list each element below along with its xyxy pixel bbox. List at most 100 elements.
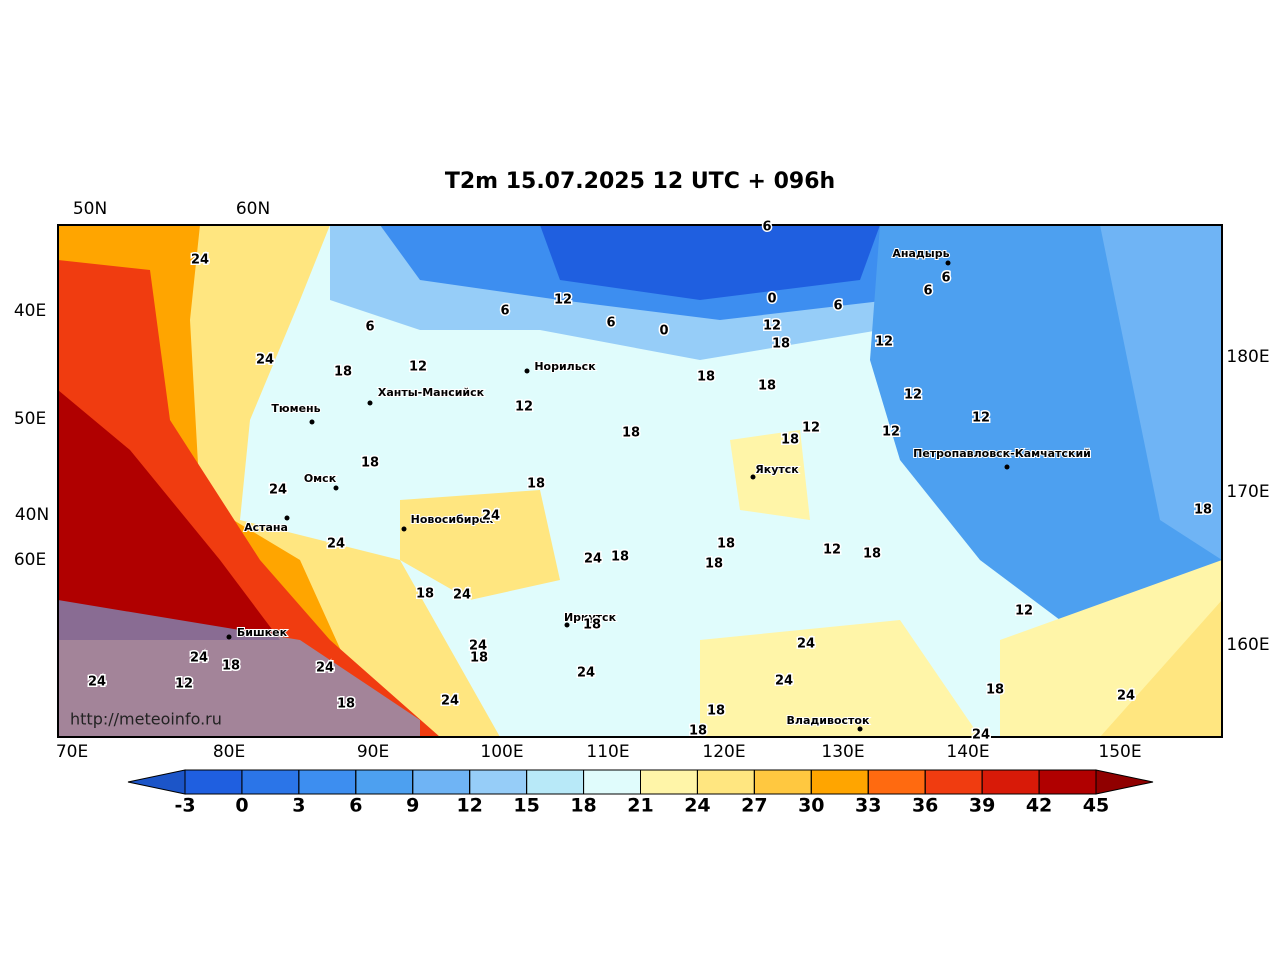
city-label: Тюмень: [271, 402, 320, 415]
contour-label: 12: [554, 293, 572, 308]
contour-label: 24: [327, 537, 345, 552]
colorbar-swatch: [696, 769, 755, 795]
contour-label: 18: [222, 659, 240, 674]
contour-label: 24: [797, 637, 815, 652]
city-dot: [333, 485, 339, 491]
colorbar-swatch: [981, 769, 1040, 795]
city-label: Омск: [304, 472, 337, 485]
colorbar-swatch: [753, 769, 812, 795]
lon-label: 180E: [1226, 347, 1269, 367]
contour-label: 24: [191, 253, 209, 268]
contour-label: 6: [923, 284, 932, 299]
contour-label: 24: [256, 353, 274, 368]
contour-label: 18: [717, 537, 735, 552]
lon-label: 40N: [15, 505, 49, 525]
contour-label: 18: [527, 477, 545, 492]
colorbar-swatch: [241, 769, 300, 795]
colorbar-swatch: [526, 769, 585, 795]
contour-label: 24: [316, 661, 334, 676]
colorbar-swatch: [810, 769, 869, 795]
lon-label: 80E: [213, 742, 245, 762]
colorbar-label: 27: [741, 795, 767, 817]
city-label: Новосибирск: [411, 513, 494, 526]
colorbar-label: 12: [456, 795, 482, 817]
colorbar-label: 30: [798, 795, 824, 817]
lon-label: 70E: [56, 742, 88, 762]
colorbar-label: 3: [292, 795, 305, 817]
colorbar-swatch: [1038, 769, 1097, 795]
contour-label: 18: [781, 433, 799, 448]
colorbar-swatch: [469, 769, 528, 795]
city-dot: [945, 260, 951, 266]
lat-label: 60N: [236, 199, 270, 219]
contour-label: 24: [190, 651, 208, 666]
city-dot: [284, 515, 290, 521]
contour-label: 18: [863, 547, 881, 562]
contour-label: 12: [515, 400, 533, 415]
lon-label: 60E: [14, 550, 46, 570]
city-label: Астана: [244, 521, 288, 534]
contour-label: 18: [361, 456, 379, 471]
contour-label: 18: [611, 550, 629, 565]
lon-label: 170E: [1226, 482, 1269, 502]
contour-label: 18: [334, 365, 352, 380]
city-dot: [401, 526, 407, 532]
contour-label: 12: [972, 411, 990, 426]
contour-label: 24: [584, 552, 602, 567]
colorbar-swatch: [640, 769, 698, 795]
city-label: Анадырь: [892, 247, 949, 260]
colorbar-label: -3: [174, 795, 195, 817]
map-frame: [57, 224, 1223, 738]
contour-label: 18: [707, 704, 725, 719]
contour-label: 18: [583, 618, 601, 633]
colorbar-swatch: [867, 769, 926, 795]
colorbar-swatch: [355, 769, 414, 795]
city-dot: [1004, 464, 1010, 470]
contour-label: 18: [337, 697, 355, 712]
lon-label: 150E: [1098, 742, 1141, 762]
lon-label: 140E: [946, 742, 989, 762]
contour-label: 18: [1194, 503, 1212, 518]
lon-label: 100E: [480, 742, 523, 762]
colorbar-label: 24: [684, 795, 710, 817]
city-dot: [564, 622, 570, 628]
colorbar-label: 33: [855, 795, 881, 817]
colorbar-label: 36: [912, 795, 938, 817]
contour-label: 6: [762, 220, 771, 235]
colorbar-swatch: [412, 769, 471, 795]
colorbar-label: 9: [406, 795, 419, 817]
contour-label: 6: [500, 304, 509, 319]
watermark: http://meteoinfo.ru: [70, 710, 222, 729]
city-label: Петропавловск-Камчатский: [913, 447, 1091, 460]
lon-label: 110E: [586, 742, 629, 762]
title: T2m 15.07.2025 12 UTC + 096h: [445, 169, 835, 194]
contour-label: 18: [470, 651, 488, 666]
contour-label: 18: [772, 337, 790, 352]
colorbar-label: 39: [969, 795, 995, 817]
lat-label: 50N: [73, 199, 107, 219]
contour-label: 24: [1117, 689, 1135, 704]
colorbar-label: 18: [570, 795, 596, 817]
colorbar-label: 21: [627, 795, 653, 817]
contour-label: 12: [823, 543, 841, 558]
city-label: Владивосток: [787, 714, 870, 727]
city-dot: [309, 419, 315, 425]
lon-label: 130E: [821, 742, 864, 762]
contour-label: 18: [705, 557, 723, 572]
contour-label: 24: [577, 666, 595, 681]
contour-label: 18: [622, 426, 640, 441]
colorbar-label: 6: [349, 795, 362, 817]
city-label: Бишкек: [237, 626, 288, 639]
contour-label: 24: [972, 728, 990, 743]
colorbar-under: [127, 769, 186, 795]
contour-label: 0: [659, 324, 668, 339]
colorbar-swatch: [298, 769, 357, 795]
contour-label: 24: [453, 588, 471, 603]
contour-label: 12: [175, 677, 193, 692]
city-dot: [226, 634, 232, 640]
contour-label: 12: [875, 335, 893, 350]
colorbar-label: 45: [1083, 795, 1109, 817]
colorbar-swatch: [924, 769, 983, 795]
contour-label: 18: [758, 379, 776, 394]
